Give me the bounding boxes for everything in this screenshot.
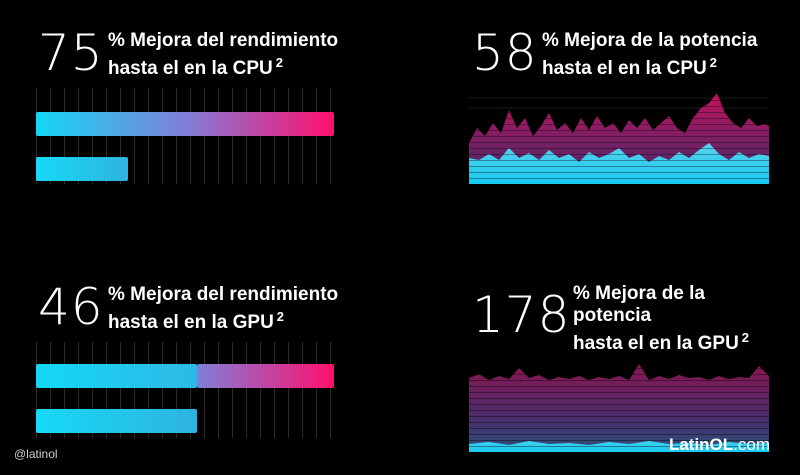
gpu-power-waveform (469, 362, 769, 452)
gpu-performance-chart (36, 342, 334, 438)
gpu-power-line3: hasta el en la GPU 2 (573, 330, 750, 354)
cpu-power-waveform (469, 88, 769, 184)
cpu-performance-chart (36, 88, 334, 184)
footnote-marker: 2 (276, 309, 285, 324)
cpu-performance-line1: % Mejora del rendimiento (108, 30, 339, 51)
cpu-power-line2: hasta el en la CPU 2 (542, 55, 717, 79)
gpu-performance-bar-new-base (36, 364, 197, 388)
gpu-power-line1: % Mejora de la (573, 283, 705, 304)
cpu-power-label: % Mejora de la potencia hasta el en la C… (542, 30, 757, 80)
gpu-power-value: 178 (472, 286, 571, 344)
gpu-performance-line2: hasta el en la GPU 2 (108, 309, 285, 333)
cpu-performance-bar-new (36, 112, 334, 136)
gpu-performance-line1: % Mejora del rendimiento (108, 284, 339, 305)
brand-suffix: .com (733, 435, 770, 454)
cpu-performance-bar-old (36, 157, 128, 181)
brand-logo: LatinOL.com (669, 435, 770, 455)
footnote-marker: 2 (741, 330, 750, 345)
gpu-power-line2: potencia (573, 305, 652, 326)
cpu-performance-label: % Mejora del rendimiento hasta el en la … (108, 30, 338, 80)
gpu-performance-label: % Mejora del rendimiento hasta el en la … (108, 284, 338, 334)
gpu-performance-bar-old (36, 409, 197, 433)
cpu-performance-value: 75 (38, 24, 104, 82)
gpu-power-label: % Mejora de la potencia hasta el en la G… (573, 283, 749, 355)
cpu-power-line1: % Mejora de la potencia (542, 30, 758, 51)
gpu-performance-value: 46 (38, 278, 104, 336)
brand-main: LatinOL (668, 435, 734, 454)
gpu-performance-bar-new-gain (197, 364, 334, 388)
cpu-power-value: 58 (472, 24, 538, 82)
cpu-performance-line2: hasta el en la CPU 2 (108, 55, 283, 79)
watermark-handle: @latinol (14, 447, 58, 461)
footnote-marker: 2 (275, 55, 283, 70)
footnote-marker: 2 (709, 55, 717, 70)
